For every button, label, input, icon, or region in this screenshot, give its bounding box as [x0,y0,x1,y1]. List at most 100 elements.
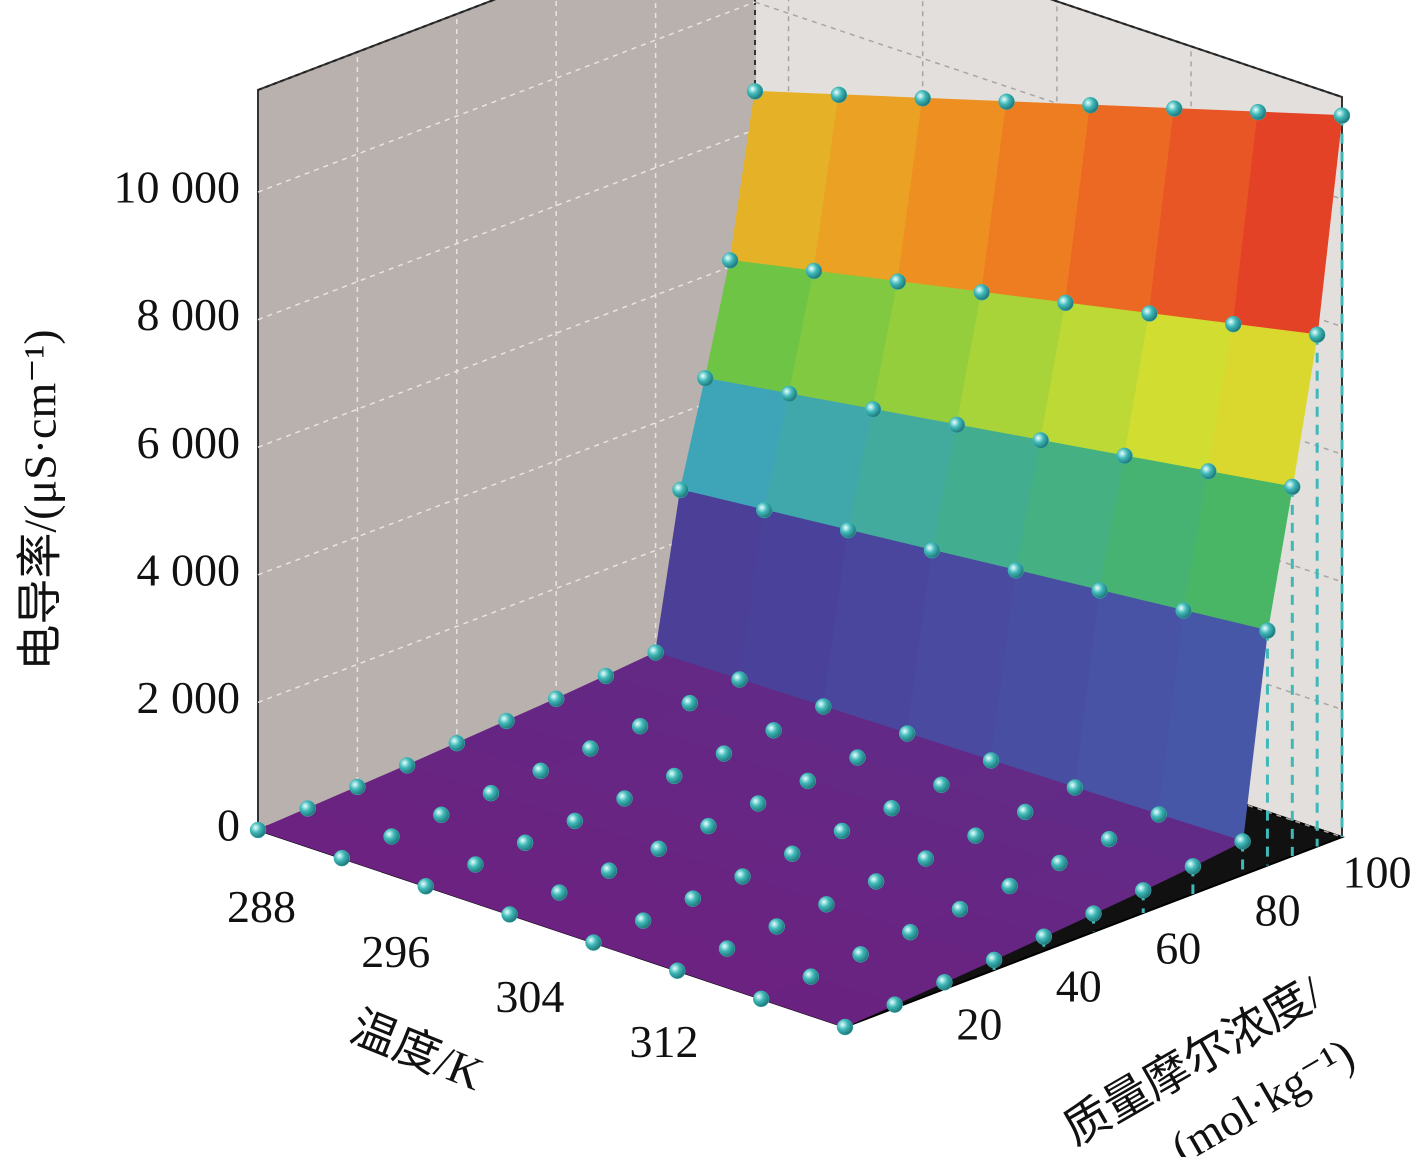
z-tick-label: 0 [217,800,240,851]
data-point [1016,803,1034,821]
data-point [867,873,885,890]
data-point [299,800,316,817]
data-point [982,752,1000,769]
data-point [681,694,699,712]
data-point [634,912,652,929]
data-point [805,262,823,280]
y-tick-label: 40 [1056,961,1102,1012]
data-point [1175,602,1192,619]
data-point [951,900,969,918]
z-axis-title: 电导率/(μS·cm⁻¹) [15,329,66,670]
data-point [1001,877,1018,895]
data-point [830,86,848,104]
data-point [886,996,903,1013]
data-point [917,850,935,867]
data-point [889,273,907,290]
x-tick-label: 296 [361,926,430,977]
data-point [700,817,717,835]
data-point [936,974,953,991]
data-point [721,252,739,269]
data-point [746,83,764,100]
data-point [1085,905,1102,922]
z-tick-label: 6 000 [137,417,241,468]
data-point [1308,326,1326,344]
data-point [616,790,633,807]
data-point [631,717,649,735]
x-tick [414,893,427,910]
data-point [1234,833,1251,850]
data-point [833,822,851,840]
grid-line [257,384,756,576]
data-point [765,722,782,739]
z-tick-label: 2 000 [137,672,241,723]
z-tick-label: 4 000 [137,544,241,595]
data-point [1284,478,1301,496]
data-point [600,862,618,879]
data-point [1259,622,1276,639]
data-point [734,868,751,885]
data-point [566,812,584,830]
data-point [516,834,534,851]
data-point [780,385,798,403]
x-tick [280,848,293,865]
data-point [398,757,416,774]
data-point [756,501,773,519]
data-point [1116,447,1133,465]
data-point [1066,779,1084,796]
data-point [783,845,801,862]
x-tick-label: 304 [495,971,564,1022]
data-point [752,990,770,1008]
data-point [849,749,866,766]
data-point [1141,305,1158,322]
data-point [1100,830,1118,848]
data-point [715,745,733,762]
data-point [482,784,500,802]
data-point [669,962,686,979]
data-point [731,671,748,688]
data-point [1249,103,1267,121]
grid-line [754,1,1343,200]
data-point [647,644,664,661]
grid-line [257,128,756,321]
y-tick-label: 20 [956,999,1002,1050]
data-point [383,828,400,845]
data-point [582,740,599,757]
z-tick-label: 8 000 [137,289,241,340]
data-point [948,416,966,434]
data-point [433,806,450,824]
data-point [1166,100,1183,117]
data-point [1333,107,1351,124]
data-point [815,698,832,715]
data-point [1225,315,1242,333]
data-point [1051,854,1068,872]
data-point [249,821,267,839]
data-point [923,541,941,559]
data-point [532,762,549,780]
x-tick-label: 312 [630,1016,699,1067]
data-point [852,946,869,963]
data-point [768,918,785,935]
data-point [597,667,615,685]
data-point [1150,806,1167,823]
data-point [501,906,518,923]
data-point [1032,432,1049,449]
data-point [585,934,602,951]
data-point [914,90,931,107]
data-point [547,690,565,708]
y-tick-label: 60 [1155,923,1201,974]
data-point [973,283,990,301]
data-point [967,827,984,844]
data-point [901,923,919,941]
data-point [665,767,683,785]
data-point [883,799,900,817]
data-point [802,968,820,985]
data-point [836,1018,854,1036]
x-tick [548,938,562,955]
data-point [672,481,689,499]
data-point [799,772,817,790]
data-point [1200,463,1217,480]
data-point [1184,858,1202,875]
data-point [718,940,736,957]
plot-area: 0 2 000 4 000 6 000 8 000 10 000 288 296 304 312 2… [114,0,1412,1067]
data-point [650,840,667,858]
